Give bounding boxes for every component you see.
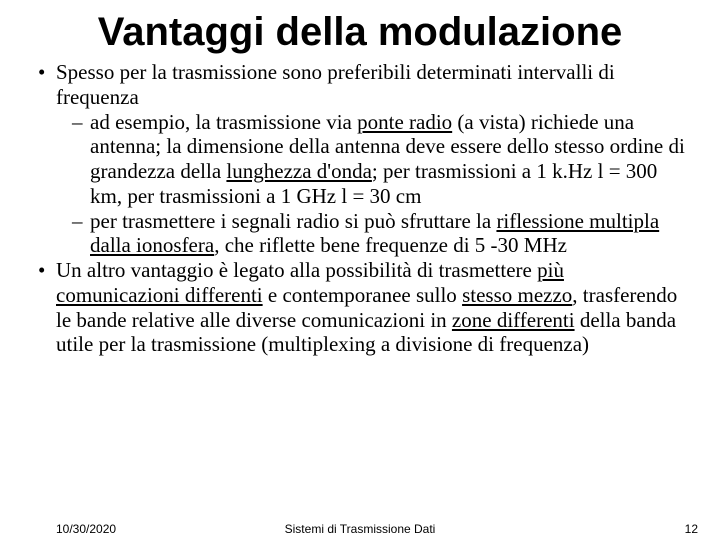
footer-title: Sistemi di Trasmissione Dati bbox=[0, 522, 720, 536]
sub-bullet-item: ad esempio, la trasmissione via ponte ra… bbox=[74, 110, 692, 209]
footer-page-number: 12 bbox=[685, 522, 698, 536]
text-run: Un altro vantaggio è legato alla possibi… bbox=[56, 258, 537, 282]
bullet-text: Spesso per la trasmissione sono preferib… bbox=[56, 60, 615, 109]
text-run: , che riflette bene frequenze di 5 -30 M… bbox=[214, 233, 567, 257]
underlined-term: zone differenti bbox=[452, 308, 575, 332]
bullet-list: Spesso per la trasmissione sono preferib… bbox=[28, 60, 692, 357]
underlined-term: ponte radio bbox=[357, 110, 452, 134]
text-run: e contemporanee sullo bbox=[263, 283, 462, 307]
bullet-item: Un altro vantaggio è legato alla possibi… bbox=[42, 258, 692, 357]
slide-body: Spesso per la trasmissione sono preferib… bbox=[28, 60, 692, 357]
underlined-term: lunghezza d'onda bbox=[226, 159, 371, 183]
bullet-item: Spesso per la trasmissione sono preferib… bbox=[42, 60, 692, 258]
text-run: ad esempio, la trasmissione via bbox=[90, 110, 357, 134]
sub-bullet-item: per trasmettere i segnali radio si può s… bbox=[74, 209, 692, 259]
sub-bullet-list: ad esempio, la trasmissione via ponte ra… bbox=[56, 110, 692, 259]
slide: Vantaggi della modulazione Spesso per la… bbox=[0, 10, 720, 550]
slide-title: Vantaggi della modulazione bbox=[40, 10, 680, 54]
underlined-term: stesso mezzo bbox=[462, 283, 572, 307]
text-run: per trasmettere i segnali radio si può s… bbox=[90, 209, 496, 233]
